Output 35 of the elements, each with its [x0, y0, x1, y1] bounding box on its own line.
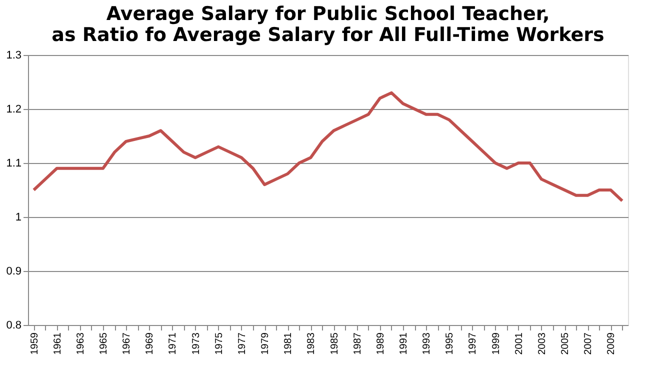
x-tick-label: 1965 [98, 332, 110, 355]
x-tick-label: 2009 [606, 332, 618, 355]
x-tick-label: 1989 [375, 332, 386, 355]
text: Average Salary for Public School Teacher, [106, 3, 550, 25]
y-tick-label: 1.1 [6, 158, 22, 170]
x-tick-label: 1961 [52, 332, 64, 355]
x-tick-label: 1959 [29, 332, 40, 355]
x-tick-label: 1987 [352, 332, 364, 355]
x-tick-label: 1997 [468, 332, 479, 355]
line-series [32, 91, 624, 202]
x-tick-label: 1969 [144, 332, 156, 355]
x-tick-label: 1963 [75, 332, 86, 355]
x-tick-label: 1973 [190, 332, 202, 355]
x-tick-label: 1977 [236, 332, 248, 355]
x-tick-label: 1967 [122, 332, 133, 355]
x-tick-label: 1993 [422, 332, 433, 355]
x-tick-label: 2007 [583, 332, 594, 355]
x-tick-label: 1995 [444, 332, 456, 355]
x-tick-label: 1983 [306, 332, 318, 355]
y-tick-label: 1 [15, 212, 22, 224]
text: as Ratio fo Average Salary for All Full-Time Workers [52, 24, 604, 46]
y-tick-label: 1.2 [6, 104, 22, 116]
x-tick-label: 1981 [283, 332, 294, 355]
y-tick-label: 1.3 [6, 50, 22, 62]
x-tick-label: 1975 [214, 332, 225, 355]
x-tick-label: 1971 [168, 332, 179, 355]
x-tick-label: 2005 [560, 332, 572, 355]
x-tick-label: 2003 [536, 332, 548, 355]
x-tick-label: 2001 [514, 332, 525, 355]
y-tick-label: 0.9 [6, 266, 22, 278]
x-tick-label: 1979 [260, 332, 272, 355]
x-tick-label: 1985 [329, 332, 340, 355]
x-tick-label: 1991 [398, 332, 410, 355]
x-tick-label: 1999 [490, 332, 502, 355]
y-tick-label: 0.8 [6, 320, 22, 332]
